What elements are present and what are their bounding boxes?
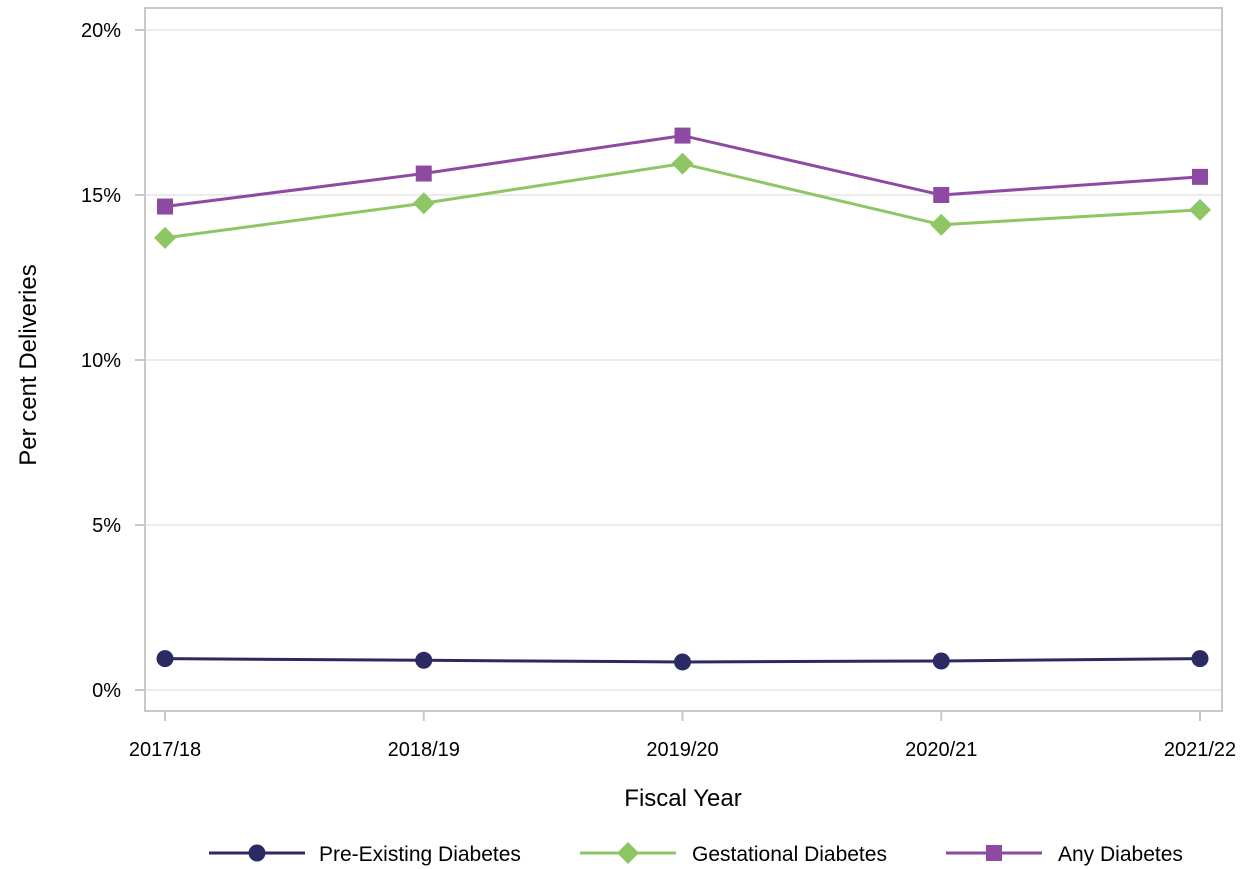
legend-marker-1 xyxy=(617,842,639,864)
legend-marker-0 xyxy=(248,844,266,862)
legend: Pre-Existing Diabetes Gestational Diabete… xyxy=(209,842,1183,866)
point-1-1 xyxy=(412,192,435,215)
y-tick-label-3: 15% xyxy=(81,185,121,207)
x-tick-label-4: 2021/22 xyxy=(1164,739,1236,761)
y-tick-label-4: 20% xyxy=(81,20,121,42)
legend-item-0: Pre-Existing Diabetes xyxy=(209,843,521,866)
x-axis-title: Fiscal Year xyxy=(624,785,741,812)
x-tick-label-1: 2018/19 xyxy=(388,739,460,761)
point-0-3 xyxy=(932,652,950,670)
legend-label-2: Any Diabetes xyxy=(1058,843,1183,866)
point-2-2 xyxy=(674,127,691,144)
point-1-2 xyxy=(671,152,694,175)
point-0-1 xyxy=(415,651,433,669)
series-2 xyxy=(157,127,1208,215)
series-1 xyxy=(154,152,1211,249)
legend-label-0: Pre-Existing Diabetes xyxy=(319,843,521,866)
point-1-0 xyxy=(154,226,176,249)
x-tick-label-3: 2020/21 xyxy=(905,739,977,761)
legend-marker-2 xyxy=(986,845,1002,861)
y-axis-title: Per cent Deliveries xyxy=(15,264,42,465)
point-0-2 xyxy=(674,653,691,671)
y-tick-label-2: 10% xyxy=(81,350,121,372)
y-tick-label-0: 0% xyxy=(92,680,121,702)
point-1-4 xyxy=(1189,198,1211,221)
x-tick-label-0: 2017/18 xyxy=(129,739,201,761)
point-0-4 xyxy=(1191,650,1209,668)
legend-item-1: Gestational Diabetes xyxy=(580,842,887,866)
point-1-3 xyxy=(930,213,953,236)
point-2-0 xyxy=(157,198,173,215)
y-tick-label-1: 5% xyxy=(92,515,121,537)
series-line-1 xyxy=(164,162,1201,240)
legend-label-1: Gestational Diabetes xyxy=(692,843,887,866)
point-0-0 xyxy=(156,650,174,668)
series-0 xyxy=(156,650,1209,671)
x-axis: 2017/18 2018/19 2019/20 2020/21 2021/22 xyxy=(129,711,1236,761)
x-tick-label-2: 2019/20 xyxy=(646,739,718,761)
point-2-3 xyxy=(933,187,950,203)
point-2-1 xyxy=(415,165,432,182)
series-group xyxy=(154,127,1211,671)
gridlines xyxy=(145,29,1222,691)
point-2-4 xyxy=(1192,168,1208,185)
legend-item-2: Any Diabetes xyxy=(946,843,1183,866)
y-axis: 0% 5% 10% 15% 20% xyxy=(81,20,145,702)
